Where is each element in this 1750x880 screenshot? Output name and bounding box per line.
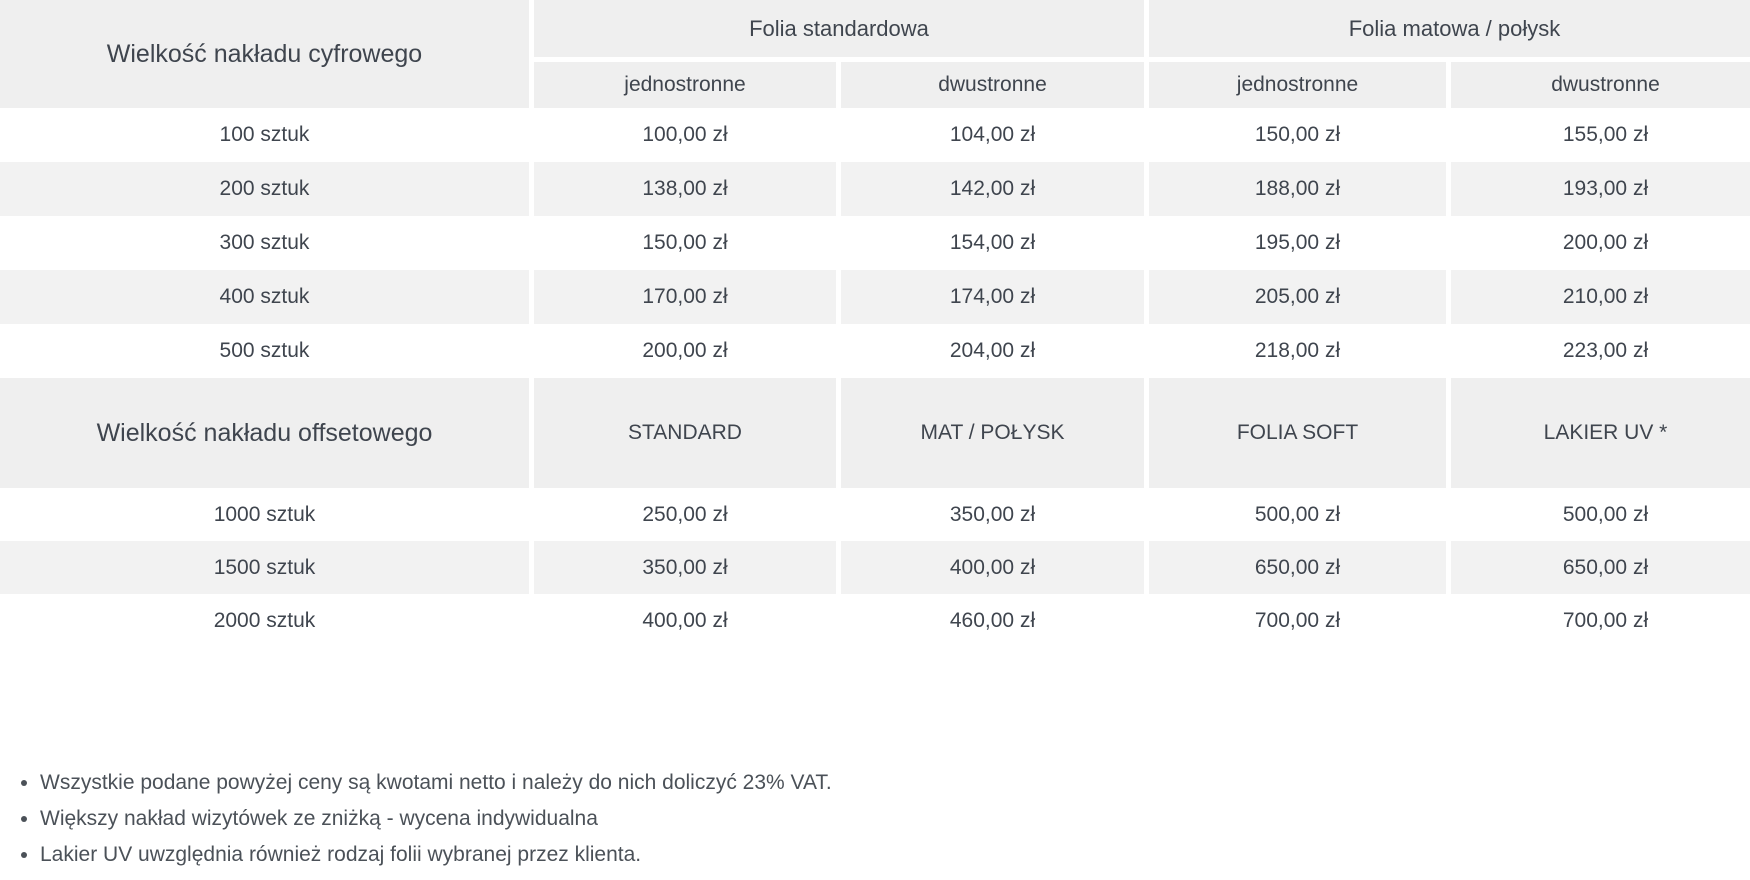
price-cell: 174,00 zł: [841, 270, 1144, 324]
price-cell: 650,00 zł: [1451, 541, 1750, 594]
table-row-400: 400 sztuk 170,00 zł 174,00 zł 205,00 zł …: [0, 270, 1750, 324]
price-cell: 100,00 zł: [534, 108, 836, 162]
price-cell: 150,00 zł: [534, 216, 836, 270]
note-item-lakier-uv: Lakier UV uwzględnia również rodzaj foli…: [40, 843, 1750, 866]
price-cell: 155,00 zł: [1451, 108, 1750, 162]
column-header-jednostronne-1: jednostronne: [534, 62, 836, 108]
quantity-cell: 500 sztuk: [0, 324, 529, 378]
price-cell: 200,00 zł: [534, 324, 836, 378]
digital-section-title: Wielkość nakładu cyfrowego: [0, 0, 529, 108]
price-cell: 223,00 zł: [1451, 324, 1750, 378]
price-cell: 350,00 zł: [534, 541, 836, 594]
column-header-standard: STANDARD: [534, 378, 836, 488]
quantity-cell: 1000 sztuk: [0, 488, 529, 541]
price-cell: 400,00 zł: [841, 541, 1144, 594]
table-row-500: 500 sztuk 200,00 zł 204,00 zł 218,00 zł …: [0, 324, 1750, 378]
note-item-discount: Większy nakład wizytówek ze zniżką - wyc…: [40, 807, 1750, 830]
table-row-1500: 1500 sztuk 350,00 zł 400,00 zł 650,00 zł…: [0, 541, 1750, 594]
price-cell: 142,00 zł: [841, 162, 1144, 216]
digital-header-row-groups: Wielkość nakładu cyfrowego Folia standar…: [0, 0, 1750, 108]
column-header-jednostronne-2: jednostronne: [1149, 62, 1446, 108]
note-item-vat: Wszystkie podane powyżej ceny są kwotami…: [40, 771, 1750, 794]
digital-header-row-sides: jednostronne dwustronne jednostronne dwu…: [0, 62, 1750, 108]
price-cell: 138,00 zł: [534, 162, 836, 216]
price-cell: 400,00 zł: [534, 594, 836, 647]
column-header-dwustronne-1: dwustronne: [841, 62, 1144, 108]
price-cell: 170,00 zł: [534, 270, 836, 324]
column-header-mat-polysk: MAT / POŁYSK: [841, 378, 1144, 488]
quantity-cell: 400 sztuk: [0, 270, 529, 324]
column-header-folia-soft: FOLIA SOFT: [1149, 378, 1446, 488]
quantity-cell: 300 sztuk: [0, 216, 529, 270]
price-cell: 200,00 zł: [1451, 216, 1750, 270]
quantity-cell: 2000 sztuk: [0, 594, 529, 647]
quantity-cell: 1500 sztuk: [0, 541, 529, 594]
notes-list: Wszystkie podane powyżej ceny są kwotami…: [0, 771, 1750, 866]
price-cell: 150,00 zł: [1149, 108, 1446, 162]
table-row-300: 300 sztuk 150,00 zł 154,00 zł 195,00 zł …: [0, 216, 1750, 270]
price-cell: 460,00 zł: [841, 594, 1144, 647]
price-cell: 154,00 zł: [841, 216, 1144, 270]
column-header-dwustronne-2: dwustronne: [1451, 62, 1750, 108]
price-cell: 650,00 zł: [1149, 541, 1446, 594]
group-header-folia-matowa-polysk: Folia matowa / połysk: [1149, 0, 1750, 62]
price-cell: 195,00 zł: [1149, 216, 1446, 270]
price-cell: 204,00 zł: [841, 324, 1144, 378]
offset-header-row: Wielkość nakładu offsetowego STANDARD MA…: [0, 378, 1750, 488]
quantity-cell: 200 sztuk: [0, 162, 529, 216]
table-row-200: 200 sztuk 138,00 zł 142,00 zł 188,00 zł …: [0, 162, 1750, 216]
price-cell: 193,00 zł: [1451, 162, 1750, 216]
price-cell: 104,00 zł: [841, 108, 1144, 162]
quantity-cell: 100 sztuk: [0, 108, 529, 162]
price-cell: 188,00 zł: [1149, 162, 1446, 216]
price-cell: 250,00 zł: [534, 488, 836, 541]
price-cell: 218,00 zł: [1149, 324, 1446, 378]
price-cell: 500,00 zł: [1451, 488, 1750, 541]
column-header-lakier-uv: LAKIER UV *: [1451, 378, 1750, 488]
price-cell: 700,00 zł: [1451, 594, 1750, 647]
table-row-2000: 2000 sztuk 400,00 zł 460,00 zł 700,00 zł…: [0, 594, 1750, 647]
price-cell: 500,00 zł: [1149, 488, 1446, 541]
table-row-1000: 1000 sztuk 250,00 zł 350,00 zł 500,00 zł…: [0, 488, 1750, 541]
price-cell: 210,00 zł: [1451, 270, 1750, 324]
price-cell: 350,00 zł: [841, 488, 1144, 541]
price-cell: 205,00 zł: [1149, 270, 1446, 324]
group-header-folia-standardowa: Folia standardowa: [534, 0, 1144, 62]
table-row-100: 100 sztuk 100,00 zł 104,00 zł 150,00 zł …: [0, 108, 1750, 162]
offset-section-title: Wielkość nakładu offsetowego: [0, 378, 529, 488]
price-cell: 700,00 zł: [1149, 594, 1446, 647]
pricing-table: Wielkość nakładu cyfrowego Folia standar…: [0, 0, 1750, 647]
